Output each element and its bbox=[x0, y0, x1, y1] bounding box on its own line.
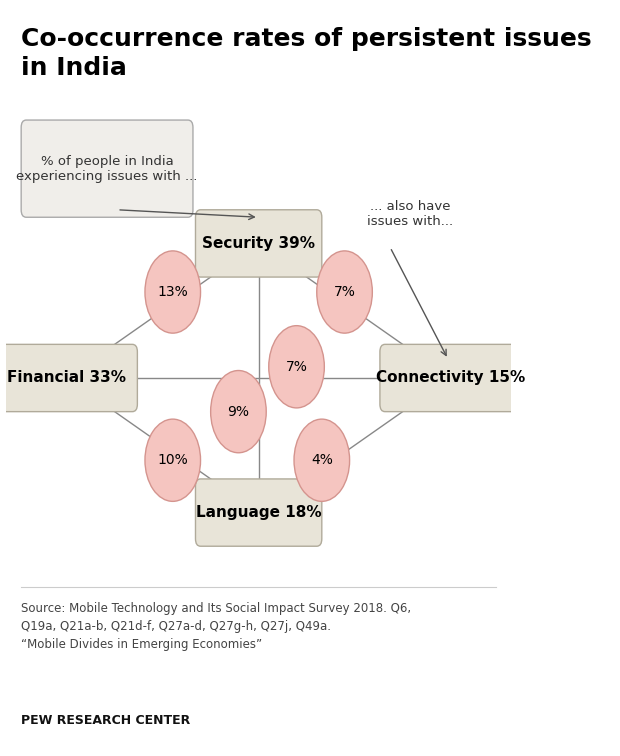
FancyBboxPatch shape bbox=[0, 344, 138, 412]
Circle shape bbox=[145, 419, 200, 501]
Text: Connectivity 15%: Connectivity 15% bbox=[376, 370, 525, 386]
Circle shape bbox=[317, 251, 373, 333]
Text: PEW RESEARCH CENTER: PEW RESEARCH CENTER bbox=[21, 714, 190, 727]
Circle shape bbox=[294, 419, 350, 501]
FancyBboxPatch shape bbox=[380, 344, 521, 412]
Text: Co-occurrence rates of persistent issues
in India: Co-occurrence rates of persistent issues… bbox=[21, 26, 592, 80]
Text: Language 18%: Language 18% bbox=[196, 505, 321, 520]
Text: ... also have
issues with...: ... also have issues with... bbox=[367, 200, 453, 228]
FancyBboxPatch shape bbox=[195, 479, 322, 547]
Text: 9%: 9% bbox=[228, 404, 249, 419]
FancyBboxPatch shape bbox=[21, 120, 193, 217]
Circle shape bbox=[268, 326, 324, 408]
Text: Source: Mobile Technology and Its Social Impact Survey 2018. Q6,
Q19a, Q21a-b, Q: Source: Mobile Technology and Its Social… bbox=[21, 603, 411, 652]
Text: 13%: 13% bbox=[157, 285, 188, 299]
Text: 7%: 7% bbox=[286, 360, 308, 373]
Text: Security 39%: Security 39% bbox=[202, 236, 315, 251]
Text: 4%: 4% bbox=[311, 454, 333, 467]
Text: % of people in India
experiencing issues with ...: % of people in India experiencing issues… bbox=[16, 155, 198, 183]
Circle shape bbox=[211, 370, 266, 453]
FancyBboxPatch shape bbox=[195, 209, 322, 277]
Circle shape bbox=[145, 251, 200, 333]
Text: 7%: 7% bbox=[334, 285, 355, 299]
Text: 10%: 10% bbox=[157, 454, 188, 467]
Text: Financial 33%: Financial 33% bbox=[7, 370, 126, 386]
